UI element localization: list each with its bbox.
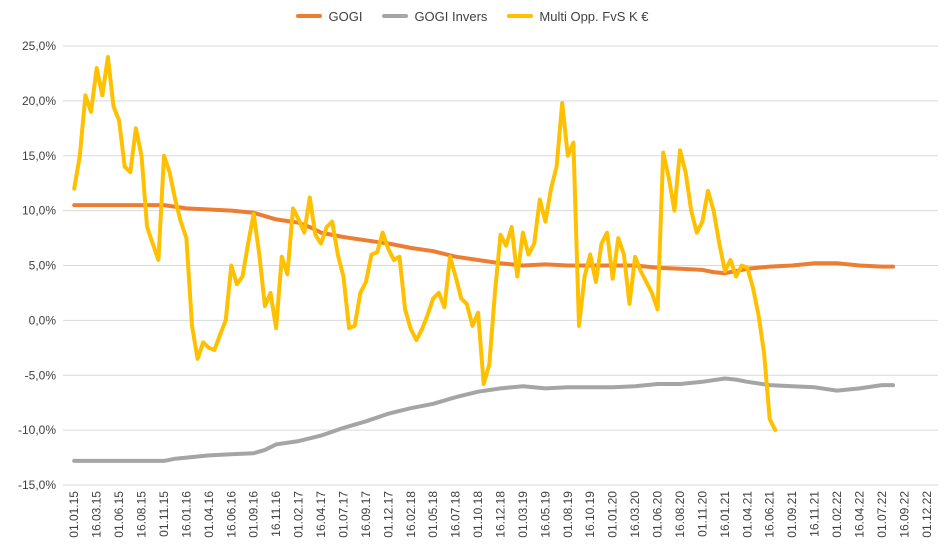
x-tick-label: 16.01.21 <box>718 491 732 538</box>
x-tick-label: 01.12.17 <box>381 491 395 538</box>
x-tick-label: 16.06.16 <box>224 491 238 538</box>
x-tick-label: 01.11.20 <box>695 491 709 537</box>
x-tick-label: 16.04.17 <box>314 491 328 538</box>
x-tick-label: 01.03.19 <box>516 491 530 538</box>
x-tick-label: 01.02.17 <box>292 491 306 538</box>
y-tick-label: 10,0% <box>22 204 56 218</box>
x-tick-label: 16.02.18 <box>404 491 418 538</box>
x-tick-label: 01.05.18 <box>426 491 440 538</box>
series-line-0 <box>72 203 896 276</box>
x-tick-label: 01.04.21 <box>740 491 754 538</box>
legend-item-gogi-invers: GOGI Invers <box>382 6 487 26</box>
x-tick-label: 16.01.16 <box>179 491 193 538</box>
x-tick-label: 16.10.19 <box>583 491 597 538</box>
legend-label-gogi: GOGI <box>328 8 363 24</box>
x-tick-label: 01.01.20 <box>606 491 620 538</box>
legend-label-gogi-invers: GOGI Invers <box>414 8 488 24</box>
legend-swatch-multi-opp <box>507 14 534 18</box>
x-tick-label: 16.09.17 <box>359 491 373 538</box>
legend-swatch-gogi-invers <box>382 14 409 18</box>
legend-swatch-gogi <box>296 14 323 18</box>
x-tick-label: 16.11.21 <box>808 491 822 537</box>
x-tick-label: 16.07.18 <box>449 491 463 538</box>
x-tick-label: 16.08.20 <box>673 491 687 538</box>
x-tick-label: 01.09.21 <box>785 491 799 538</box>
y-tick-label: 0,0% <box>29 313 57 327</box>
y-tick-label: 20,0% <box>22 94 56 108</box>
y-tick-label: -5,0% <box>25 368 57 382</box>
x-tick-label: 01.06.15 <box>112 491 126 538</box>
y-tick-label: 5,0% <box>29 259 57 273</box>
x-tick-label: 01.02.22 <box>830 491 844 538</box>
x-tick-label: 01.12.22 <box>920 491 934 538</box>
x-tick-label: 01.07.22 <box>875 491 889 538</box>
x-tick-label: 01.08.19 <box>561 491 575 538</box>
y-tick-label: -15,0% <box>18 478 56 492</box>
y-tick-label: -10,0% <box>18 423 56 437</box>
x-tick-label: 16.03.20 <box>628 491 642 538</box>
x-tick-label: 01.04.16 <box>202 491 216 538</box>
x-tick-label: 16.12.18 <box>494 491 508 538</box>
x-tick-label: 16.05.19 <box>538 491 552 538</box>
x-tick-label: 01.07.17 <box>336 491 350 538</box>
legend-label-multi-opp: Multi Opp. FvS K € <box>539 8 649 24</box>
x-tick-label: 16.03.15 <box>90 491 104 538</box>
y-tick-label: 15,0% <box>22 149 56 163</box>
chart-legend: GOGI GOGI Invers Multi Opp. FvS K € <box>0 6 945 26</box>
x-tick-label: 01.11.15 <box>157 491 171 537</box>
x-tick-label: 16.08.15 <box>135 491 149 538</box>
x-tick-label: 01.09.16 <box>247 491 261 538</box>
x-tick-label: 01.01.15 <box>67 491 81 538</box>
x-tick-label: 16.04.22 <box>852 491 866 538</box>
x-tick-label: 01.06.20 <box>651 491 665 538</box>
legend-item-gogi: GOGI <box>296 6 362 26</box>
x-tick-label: 16.06.21 <box>763 491 777 538</box>
series-line-1 <box>72 376 896 463</box>
x-tick-label: 01.10.18 <box>471 491 485 538</box>
x-tick-label: 16.09.22 <box>897 491 911 538</box>
legend-item-multi-opp: Multi Opp. FvS K € <box>507 6 649 26</box>
y-tick-label: 25,0% <box>22 39 56 53</box>
series-line-2 <box>72 55 778 433</box>
x-tick-label: 16.11.16 <box>269 491 283 537</box>
